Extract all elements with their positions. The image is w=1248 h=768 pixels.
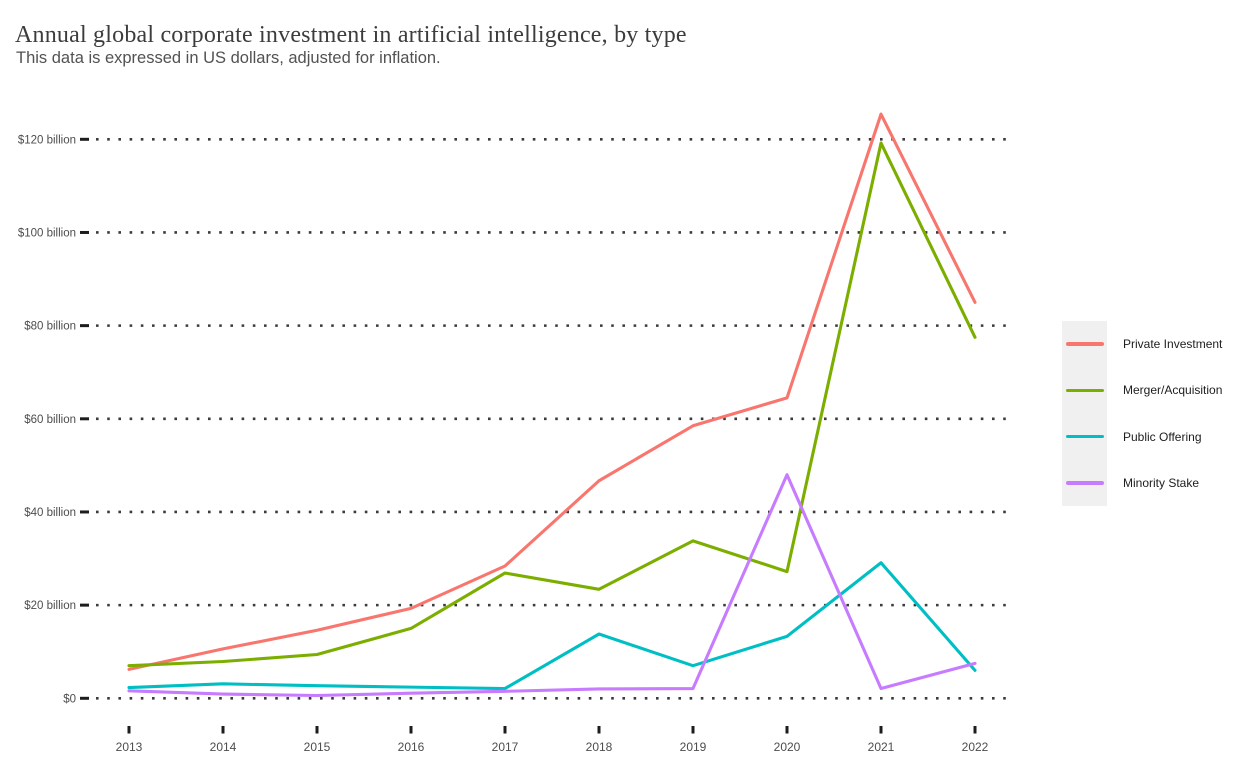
x-axis-label: 2016 <box>398 740 425 754</box>
legend-label: Minority Stake <box>1123 476 1200 491</box>
legend-item-private-investment[interactable]: Private Investment <box>1062 321 1223 368</box>
legend-line-swatch <box>1065 481 1104 485</box>
legend-line-swatch <box>1065 342 1104 346</box>
y-axis-label: $100 billion <box>18 227 76 239</box>
series-line-minority-stake[interactable] <box>127 473 977 698</box>
legend-label: Private Investment <box>1123 337 1223 352</box>
series-line-private-investment[interactable] <box>127 112 977 671</box>
gridlines-group <box>96 138 1010 700</box>
x-axis-label: 2022 <box>962 740 989 754</box>
x-axis-label: 2018 <box>586 740 613 754</box>
x-axis-label: 2014 <box>210 740 237 754</box>
series-line-public-offering[interactable] <box>127 561 977 691</box>
y-axis-label: $40 billion <box>24 507 76 519</box>
y-axis-label: $20 billion <box>24 600 76 612</box>
legend-key-swatch-box <box>1062 459 1107 507</box>
legend-line-swatch <box>1065 388 1104 393</box>
legend-label: Merger/Acquisition <box>1123 383 1223 398</box>
legend-item-minority-stake[interactable]: Minority Stake <box>1062 459 1222 507</box>
legend-item-public-offering[interactable]: Public Offering <box>1062 413 1222 460</box>
legend-key-swatch-box <box>1062 321 1107 368</box>
axes-group: $0 $20 billion $40 billion $60 billion $80 b… <box>18 134 989 754</box>
y-axis-label: $60 billion <box>24 414 76 426</box>
legend-label: Public Offering <box>1123 429 1202 444</box>
y-axis-label: $80 billion <box>24 321 76 333</box>
legend-key-swatch-box <box>1062 413 1107 460</box>
series-lines-group <box>127 112 977 698</box>
x-axis-label: 2013 <box>116 740 143 754</box>
x-axis-label: 2015 <box>304 740 331 754</box>
series-line-merger-acquisition[interactable] <box>127 141 977 668</box>
x-axis-label: 2020 <box>774 740 801 754</box>
x-axis-label: 2021 <box>868 740 895 754</box>
x-axis-label: 2019 <box>680 740 707 754</box>
y-axis-label: $120 billion <box>18 134 76 146</box>
chart-subtitle: This data is expressed in US dollars, ad… <box>16 49 441 67</box>
chart-title: Annual global corporate investment in ar… <box>15 22 687 49</box>
legend-item-merger-acquisition[interactable]: Merger/Acquisition <box>1062 367 1223 414</box>
chart-legend: Private Investment Merger/Acquisition Publ… <box>1062 321 1223 507</box>
legend-key-swatch-box <box>1062 367 1107 414</box>
x-axis-label: 2017 <box>492 740 519 754</box>
y-axis-label: $0 <box>63 693 76 705</box>
legend-line-swatch <box>1065 435 1104 439</box>
